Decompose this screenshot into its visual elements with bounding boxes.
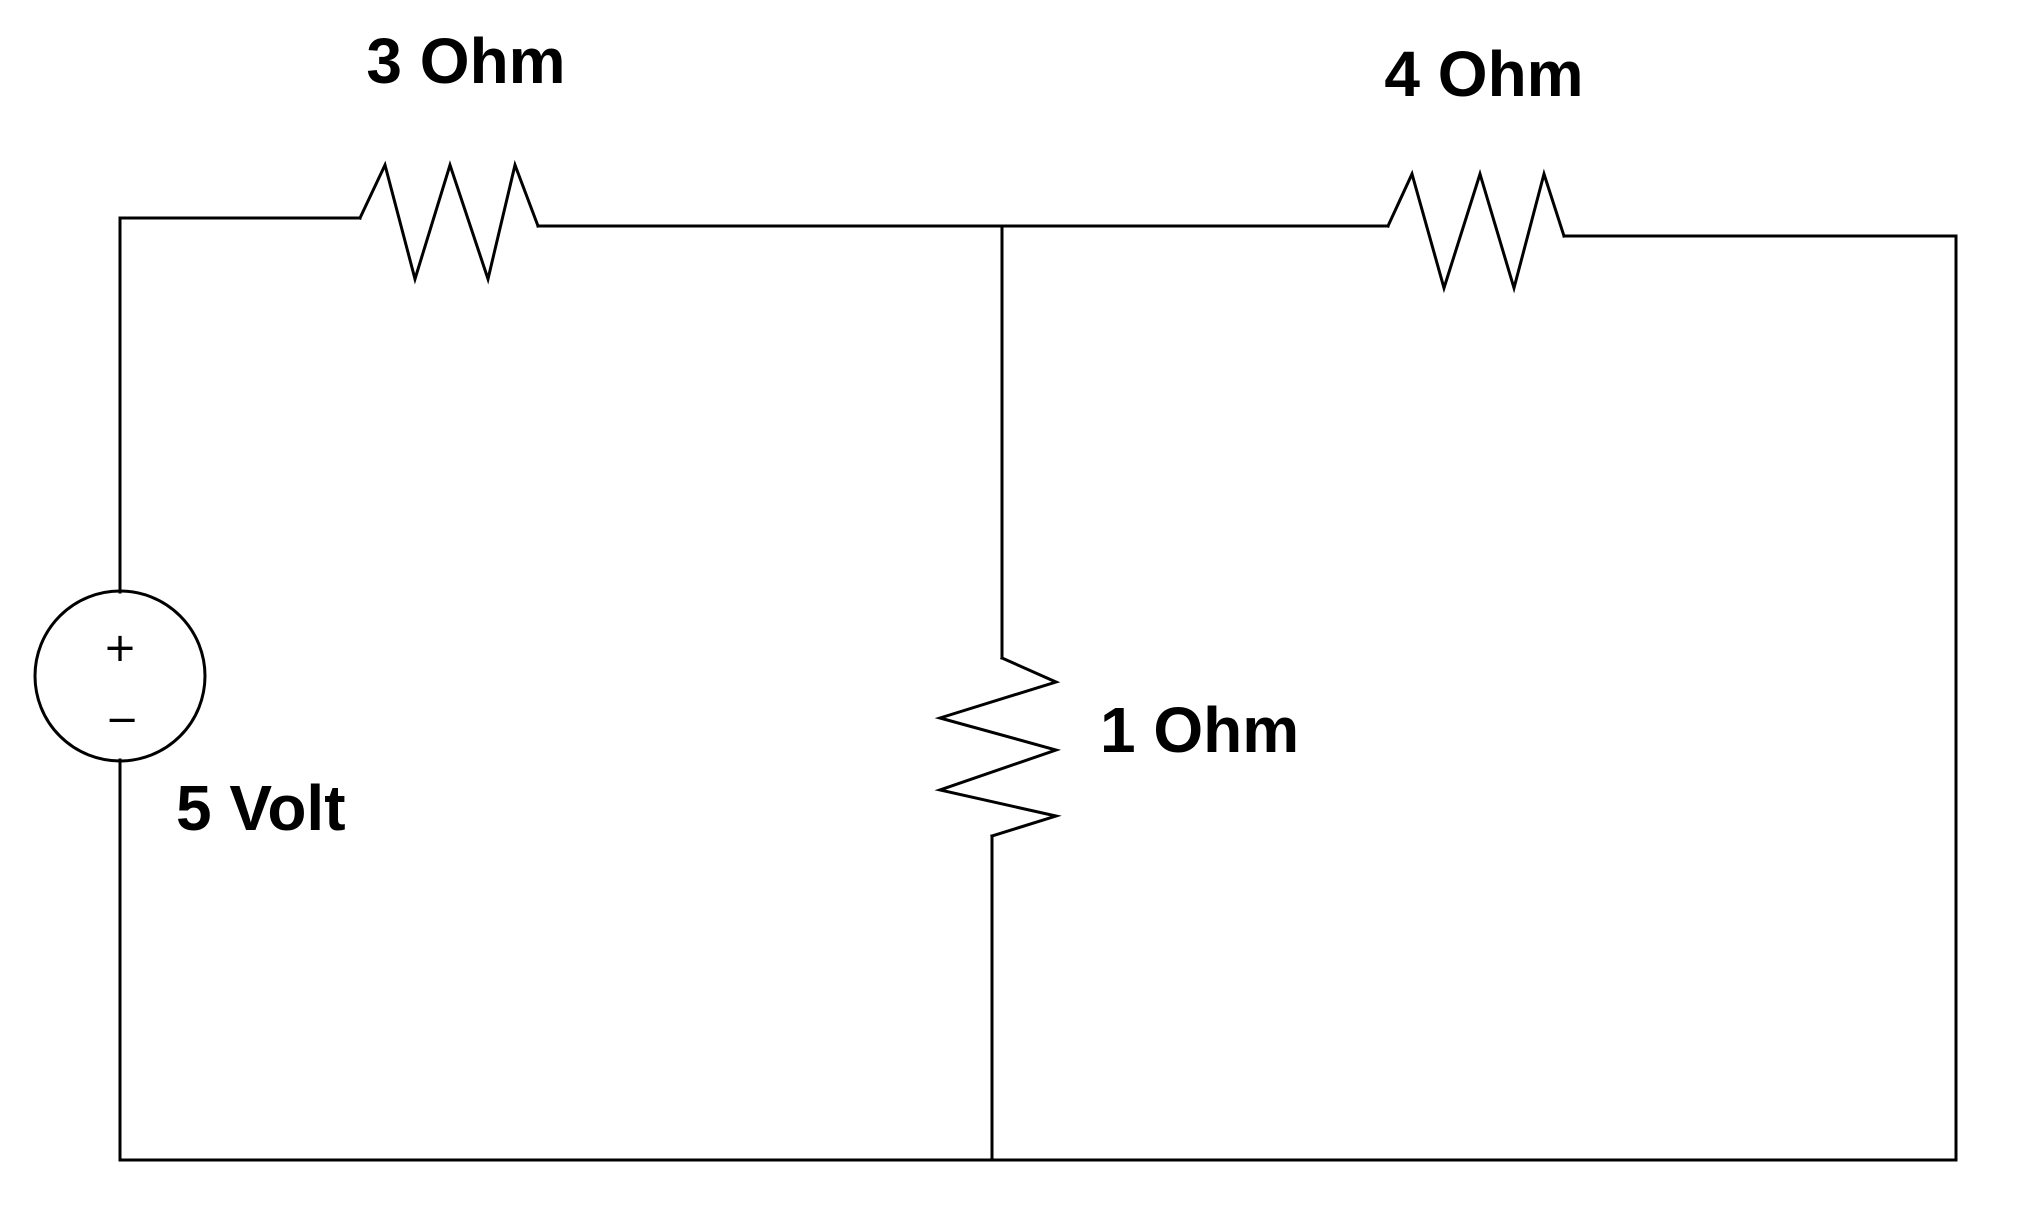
resistor-1-ohm bbox=[934, 656, 1062, 838]
voltage-source-icon bbox=[33, 589, 207, 763]
minus-sign: − bbox=[105, 697, 139, 743]
wire-left-top bbox=[118, 216, 362, 594]
resistor-1-ohm-label: 1 Ohm bbox=[1100, 694, 1299, 766]
wire-right-bottom bbox=[118, 234, 1958, 1162]
resistor-4-ohm bbox=[1386, 168, 1566, 294]
resistor-3-ohm bbox=[358, 159, 540, 285]
resistor-3-ohm-label: 3 Ohm bbox=[366, 25, 565, 97]
voltage-source-label: 5 Volt bbox=[176, 772, 346, 844]
plus-sign: + bbox=[103, 625, 137, 671]
resistor-4-ohm-label: 4 Ohm bbox=[1384, 38, 1583, 110]
